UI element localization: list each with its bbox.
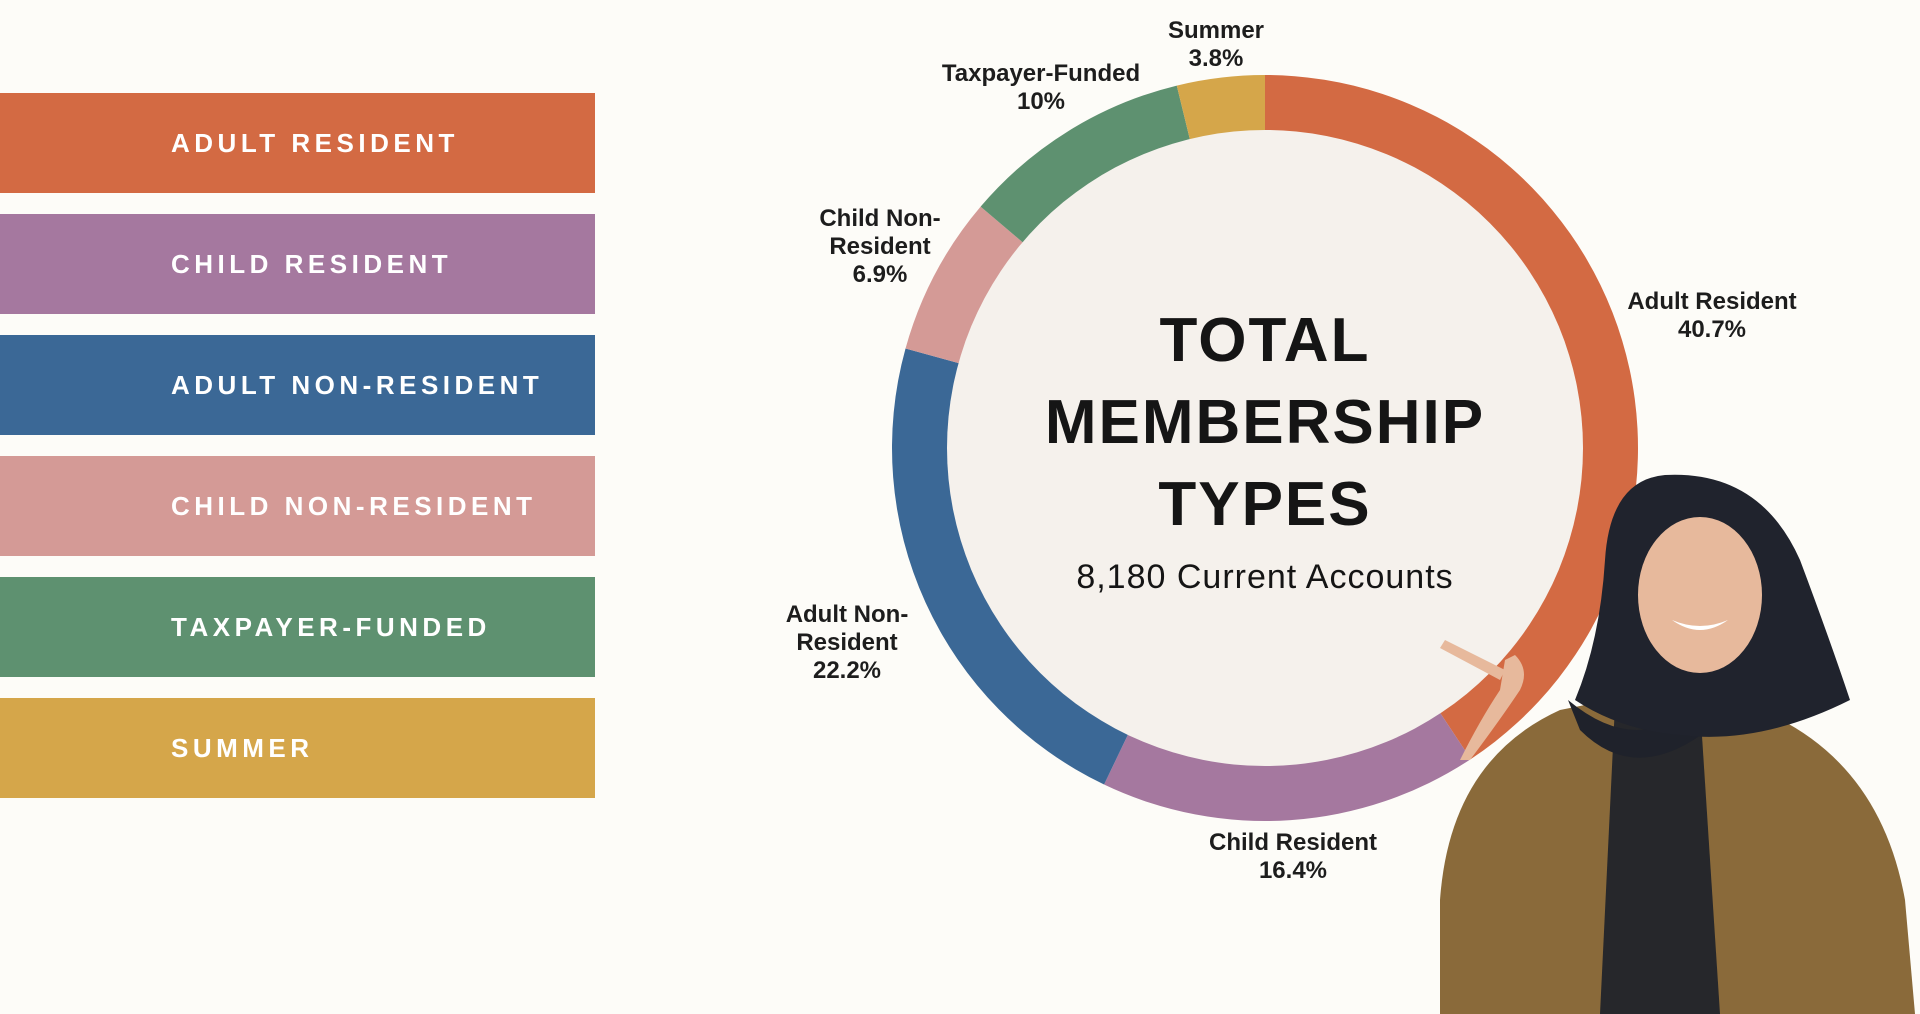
legend-item: CHILD NON-RESIDENT xyxy=(0,456,595,556)
slice-label: Adult Non-Resident 22.2% xyxy=(777,601,917,685)
slice-label: Summer 3.8% xyxy=(1168,17,1264,73)
slice-category: Child Resident xyxy=(1208,829,1378,856)
donut-slice xyxy=(1265,75,1639,760)
slice-label: Adult Resident 40.7% xyxy=(1627,288,1796,344)
slice-label: Taxpayer-Funded 10% xyxy=(942,60,1140,116)
donut-center xyxy=(947,130,1583,766)
slice-value: 22.2% xyxy=(812,657,882,684)
slice-value: 10% xyxy=(1016,88,1066,115)
donut-slice xyxy=(1104,711,1471,821)
slice-value: 16.4% xyxy=(1258,857,1328,884)
slice-value: 6.9% xyxy=(852,261,908,288)
slice-category: Adult Resident xyxy=(1627,288,1797,315)
donut-slice xyxy=(980,85,1191,244)
slice-category: Child Non-Resident xyxy=(819,205,941,260)
legend-item: ADULT NON-RESIDENT xyxy=(0,335,595,435)
legend-item: ADULT RESIDENT xyxy=(0,93,595,193)
slice-category: Taxpayer-Funded xyxy=(941,60,1141,87)
donut-slice xyxy=(1176,75,1265,141)
slice-value: 3.8% xyxy=(1188,45,1244,72)
chart-subtitle: 8,180 Current Accounts xyxy=(1076,558,1454,596)
chart-title: TOTAL MEMBERSHIP TYPES xyxy=(1044,306,1486,539)
slice-category: Adult Non-Resident xyxy=(785,601,909,656)
slice-category: Summer xyxy=(1167,17,1265,44)
slice-label: Child Non-Resident 6.9% xyxy=(810,205,950,289)
donut-slice xyxy=(905,206,1025,364)
donut-slice xyxy=(892,348,1129,785)
legend-item: CHILD RESIDENT xyxy=(0,214,595,314)
person-illustration xyxy=(1440,474,1915,1014)
slice-value: 40.7% xyxy=(1677,316,1747,343)
legend-item: TAXPAYER-FUNDED xyxy=(0,577,595,677)
slice-label: Child Resident 16.4% xyxy=(1209,829,1377,885)
legend-item: SUMMER xyxy=(0,698,595,798)
